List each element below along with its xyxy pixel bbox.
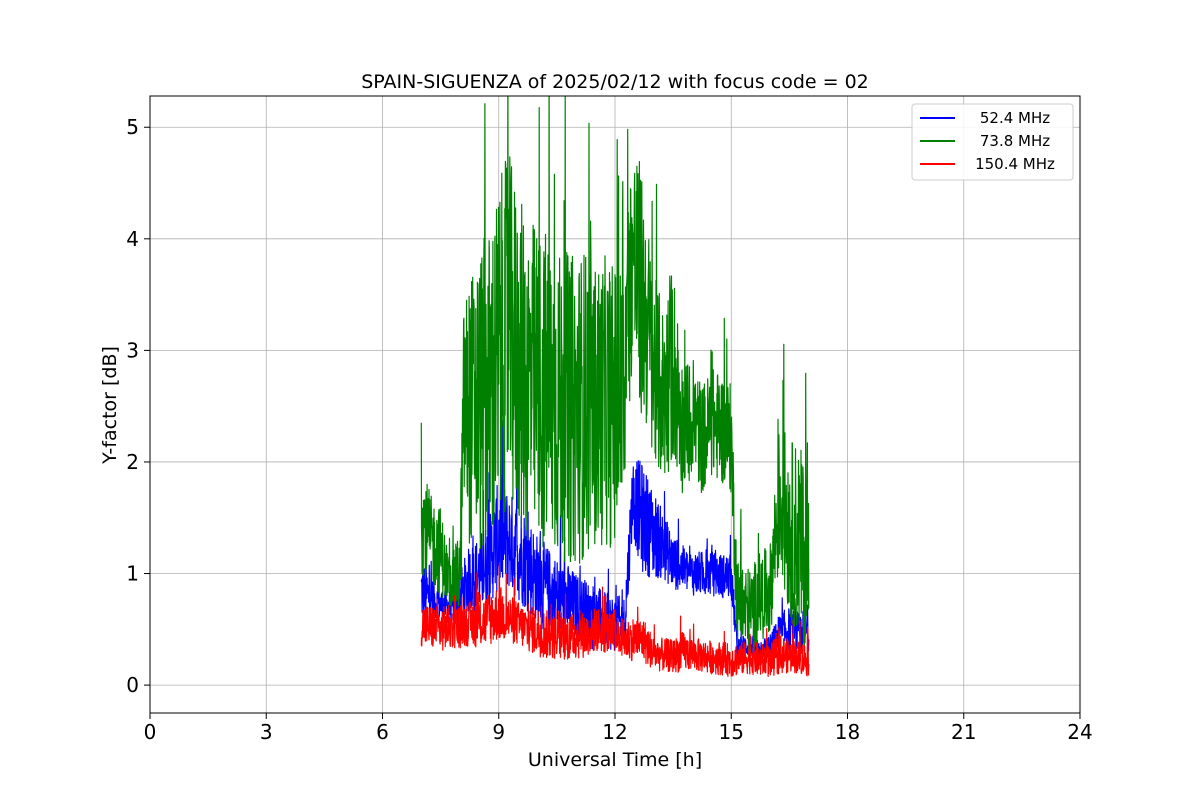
legend-label: 52.4 MHz: [980, 109, 1050, 127]
chart-title: SPAIN-SIGUENZA of 2025/02/12 with focus …: [361, 71, 869, 93]
series-layer: [420, 96, 810, 678]
y-tick-label: 5: [126, 115, 139, 139]
legend-box: [911, 103, 1074, 181]
x-tick-label: 18: [835, 720, 860, 744]
series-line: [420, 563, 810, 678]
y-tick-label: 2: [126, 450, 139, 474]
x-tick-label: 0: [144, 720, 157, 744]
plot-area: [420, 96, 810, 678]
x-tick-label: 3: [260, 720, 273, 744]
legend-label: 73.8 MHz: [980, 132, 1050, 150]
legend: 52.4 MHz 73.8 MHz 150.4 MHz: [911, 103, 1074, 181]
y-tick-label: 0: [126, 673, 139, 697]
x-tick-label: 6: [376, 720, 389, 744]
x-tick-label: 24: [1067, 720, 1092, 744]
legend-label: 150.4 MHz: [975, 155, 1055, 173]
y-tick-label: 3: [126, 338, 139, 362]
y-tick-label: 4: [126, 227, 139, 251]
x-tick-label: 12: [602, 720, 627, 744]
y-tick-label: 1: [126, 562, 139, 586]
x-axis-label: Universal Time [h]: [528, 749, 702, 771]
series-line: [420, 96, 810, 653]
x-tick-label: 21: [951, 720, 976, 744]
x-tick-label: 15: [719, 720, 744, 744]
y-axis-label: Y-factor [dB]: [99, 346, 121, 465]
x-tick-label: 9: [492, 720, 505, 744]
